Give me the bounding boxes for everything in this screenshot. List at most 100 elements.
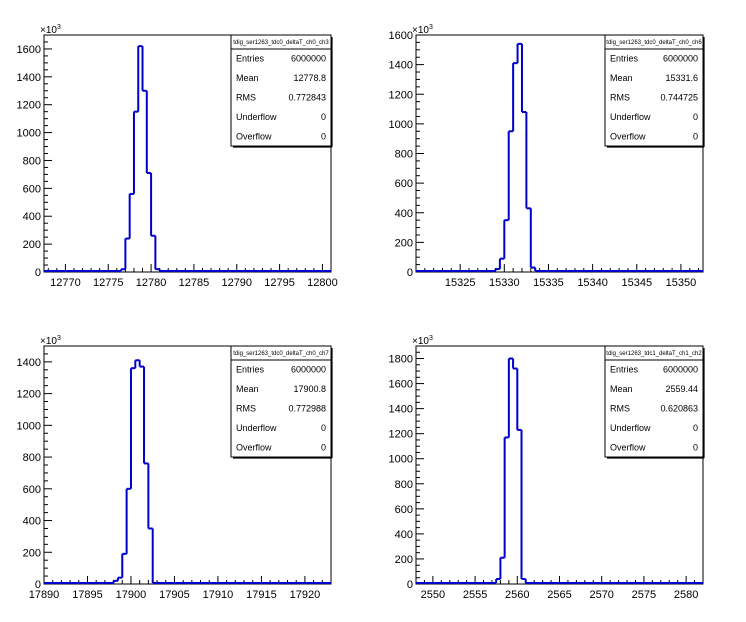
stats-value: 6000000: [663, 365, 698, 375]
stats-value: 0: [321, 131, 326, 141]
stats-value: 15331.6: [665, 73, 698, 83]
stats-label: Mean: [236, 384, 259, 394]
stats-label: Underflow: [610, 112, 651, 122]
histogram-panel: 12770 12775 12780 12785 12790 12795 12800 0 200 4…: [17, 24, 338, 289]
stats-title: tdig_ser1263_tdc0_deltaT_ch0_ch7: [233, 351, 329, 357]
y-tick-label: 1200: [17, 100, 41, 112]
x-tick-label: 12795: [264, 277, 295, 289]
stats-label: Entries: [610, 365, 639, 375]
stats-label: Entries: [236, 365, 265, 375]
stats-box: tdig_ser1263_tdc1_deltaT_ch1_ch2 Entries 6…: [604, 345, 705, 459]
stats-box-frame: [230, 345, 332, 458]
x-tick-label: 15330: [489, 277, 520, 289]
x-tick-label: 17915: [246, 589, 277, 601]
x-tick-label: 17905: [159, 589, 190, 601]
y-tick-label: 1000: [389, 454, 413, 466]
stats-label: Entries: [236, 54, 265, 64]
stats-label: Underflow: [236, 423, 277, 433]
stats-label: RMS: [610, 404, 630, 414]
y-tick-label: 0: [35, 579, 41, 591]
y-tick-label: 200: [23, 547, 41, 559]
stats-box: tdig_ser1263_tdc0_deltaT_ch0_ch6 Entries 6…: [604, 34, 705, 148]
stats-box-frame: [604, 345, 704, 458]
y-tick-label: 1400: [17, 72, 41, 84]
histogram-panel: 17890 17895 17900 17905 17910 17915 17920 0 200 4…: [17, 335, 333, 601]
y-tick-label: 600: [395, 504, 413, 516]
y-tick-label: 400: [395, 208, 413, 220]
x-tick-label: 2575: [632, 589, 656, 601]
stats-value: 6000000: [291, 365, 326, 375]
stats-value: 0.744725: [660, 93, 698, 103]
stats-value: 12778.8: [293, 73, 326, 83]
y-tick-label: 600: [395, 178, 413, 190]
stats-value: 0: [693, 423, 698, 433]
y-tick-label: 1400: [389, 404, 413, 416]
stats-value: 0: [321, 112, 326, 122]
stats-label: Overflow: [610, 131, 646, 141]
y-tick-label: 600: [23, 484, 41, 496]
y-tick-label: 800: [395, 479, 413, 491]
histogram-panel: 15325 15330 15335 15340 15345 15350 0 200 400 600…: [389, 24, 705, 289]
stats-box-frame: [604, 34, 704, 147]
y-exponent-label: ×103: [40, 24, 61, 36]
x-tick-label: 17920: [290, 589, 321, 601]
y-tick-label: 1800: [389, 354, 413, 366]
y-tick-label: 0: [407, 579, 413, 591]
stats-label: Mean: [610, 73, 633, 83]
y-tick-label: 1400: [389, 60, 413, 72]
y-tick-label: 200: [395, 554, 413, 566]
x-tick-label: 15345: [621, 277, 652, 289]
stats-label: Mean: [236, 73, 259, 83]
stats-value: 0: [693, 131, 698, 141]
y-tick-label: 0: [407, 267, 413, 279]
histogram-panel: 2550 2555 2560 2565 2570 2575 2580 0 200 400 600 80…: [389, 335, 705, 601]
y-tick-label: 1200: [389, 89, 413, 101]
y-tick-label: 400: [23, 516, 41, 528]
y-tick-label: 200: [395, 237, 413, 249]
stats-label: Overflow: [236, 442, 272, 452]
stats-box-frame: [230, 34, 332, 147]
stats-label: RMS: [610, 93, 630, 103]
x-tick-label: 15335: [533, 277, 564, 289]
stats-value: 0: [321, 442, 326, 452]
y-tick-label: 1400: [17, 357, 41, 369]
stats-value: 0.620863: [660, 404, 698, 414]
y-exponent-label: ×103: [40, 335, 61, 347]
y-tick-label: 0: [35, 267, 41, 279]
stats-box: tdig_ser1263_tdc0_deltaT_ch0_ch7 Entries 6…: [230, 345, 333, 459]
y-tick-label: 800: [23, 452, 41, 464]
x-tick-label: 12780: [136, 277, 167, 289]
x-tick-label: 2570: [589, 589, 613, 601]
stats-label: Overflow: [610, 442, 646, 452]
x-tick-label: 2580: [674, 589, 698, 601]
stats-label: Overflow: [236, 131, 272, 141]
x-tick-label: 17910: [203, 589, 234, 601]
y-tick-label: 800: [395, 149, 413, 161]
x-tick-label: 12785: [179, 277, 210, 289]
stats-label: RMS: [236, 404, 256, 414]
stats-value: 6000000: [663, 54, 698, 64]
y-exponent-label: ×103: [412, 24, 433, 36]
x-tick-label: 2560: [505, 589, 529, 601]
x-tick-label: 12770: [50, 277, 81, 289]
x-tick-label: 12775: [93, 277, 124, 289]
y-tick-label: 800: [23, 155, 41, 167]
x-tick-label: 17890: [29, 589, 60, 601]
y-tick-label: 1200: [17, 389, 41, 401]
x-tick-label: 2550: [421, 589, 445, 601]
stats-label: Entries: [610, 54, 639, 64]
y-tick-label: 400: [395, 529, 413, 541]
x-tick-label: 2555: [463, 589, 487, 601]
stats-value: 6000000: [291, 54, 326, 64]
y-exponent-label: ×103: [412, 335, 433, 347]
stats-label: RMS: [236, 93, 256, 103]
x-tick-label: 15325: [445, 277, 476, 289]
y-tick-label: 1000: [17, 128, 41, 140]
y-tick-label: 1600: [389, 30, 413, 42]
y-tick-label: 1600: [389, 379, 413, 391]
y-tick-label: 600: [23, 183, 41, 195]
x-tick-label: 2565: [547, 589, 571, 601]
stats-value: 0: [693, 442, 698, 452]
stats-label: Underflow: [610, 423, 651, 433]
